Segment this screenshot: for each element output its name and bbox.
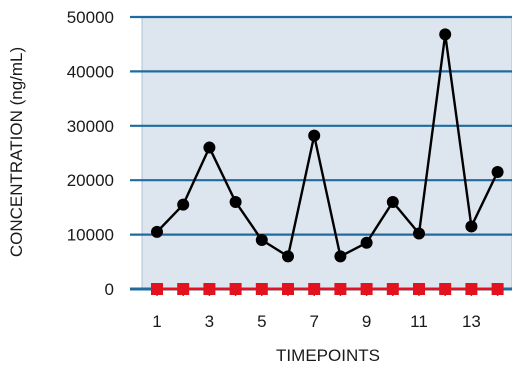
data-point — [360, 283, 373, 295]
y-tick-label: 40000 — [67, 62, 114, 81]
data-point — [255, 283, 268, 295]
data-point — [465, 220, 478, 233]
y-tick-label: 10000 — [67, 226, 114, 245]
data-point — [229, 283, 242, 295]
y-tick-label: 20000 — [67, 171, 114, 190]
data-point — [439, 28, 452, 41]
data-point — [465, 283, 478, 295]
data-point — [282, 283, 294, 295]
y-axis-ticks: 0 10000 20000 30000 40000 50000 — [67, 8, 114, 299]
x-tick-label: 5 — [257, 312, 266, 331]
x-tick-label: 13 — [462, 312, 481, 331]
data-point — [491, 166, 504, 179]
x-tick-label: 3 — [205, 312, 214, 331]
x-axis-label: TIMEPOINTS — [276, 346, 380, 365]
x-tick-label: 7 — [309, 312, 318, 331]
data-point — [177, 198, 190, 211]
y-tick-label: 0 — [105, 280, 114, 299]
x-axis-ticks: 1 3 5 7 9 11 13 — [152, 289, 499, 331]
y-axis-label: CONCENTRATION (ng/mL) — [7, 47, 26, 257]
data-point — [151, 225, 163, 238]
data-point — [282, 250, 294, 263]
data-point — [255, 234, 268, 247]
series-layer — [151, 28, 504, 295]
data-point — [203, 283, 216, 295]
data-point — [177, 283, 190, 295]
data-point — [386, 195, 399, 208]
series-1 — [151, 28, 504, 263]
x-tick-label: 9 — [362, 312, 371, 331]
data-point — [413, 227, 425, 240]
data-point — [229, 195, 242, 208]
data-point — [491, 283, 504, 295]
series-line — [156, 33, 499, 258]
data-point — [203, 141, 216, 154]
data-point — [308, 283, 321, 295]
data-point — [360, 236, 373, 249]
data-point — [308, 129, 321, 142]
series-2 — [151, 283, 504, 295]
y-tick-label: 50000 — [67, 8, 114, 27]
data-point — [334, 250, 347, 263]
data-point — [386, 283, 399, 295]
data-point — [334, 283, 347, 295]
x-tick-label: 11 — [410, 312, 428, 331]
y-tick-label: 30000 — [67, 117, 114, 136]
data-point — [439, 283, 452, 295]
plot-area — [141, 16, 512, 289]
data-point — [413, 283, 425, 295]
x-tick-label: 1 — [152, 312, 161, 331]
data-point — [151, 283, 163, 295]
